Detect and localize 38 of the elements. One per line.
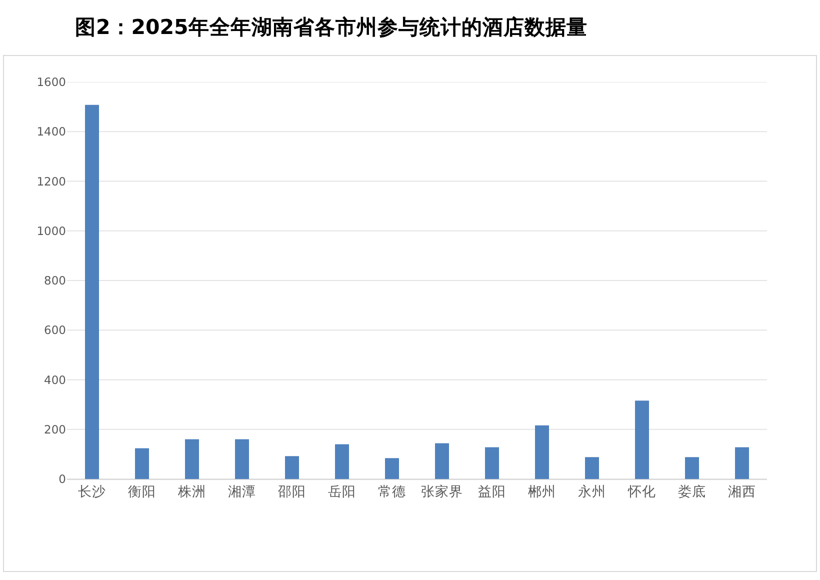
bar (235, 439, 249, 479)
x-tick-label: 娄底 (678, 484, 706, 500)
y-tick-label: 200 (44, 422, 66, 436)
x-tick-label: 湘西 (728, 484, 756, 500)
x-tick-label: 益阳 (478, 484, 506, 500)
bar (185, 439, 199, 479)
bar (735, 447, 749, 479)
x-tick-label: 长沙 (78, 484, 106, 500)
y-tick-label: 1200 (36, 174, 66, 188)
y-tick-label: 0 (58, 472, 66, 486)
bar (135, 448, 149, 479)
bar (635, 400, 649, 479)
bar (285, 456, 299, 479)
x-tick-label: 永州 (578, 484, 606, 500)
bar (435, 443, 449, 479)
chart-title: 图2：2025年全年湖南省各市州参与统计的酒店数据量 (75, 15, 588, 40)
bar (585, 457, 599, 479)
bar (385, 458, 399, 479)
x-tick-label: 衡阳 (128, 484, 156, 500)
bar (535, 425, 549, 479)
x-tick-label: 岳阳 (328, 484, 356, 500)
x-tick-label: 张家界 (421, 484, 463, 500)
x-tick-label: 郴州 (528, 484, 556, 500)
y-tick-label: 1000 (36, 224, 66, 238)
x-tick-label: 湘潭 (228, 484, 256, 500)
x-tick-label: 怀化 (627, 484, 656, 500)
y-tick-label: 800 (44, 274, 66, 288)
x-tick-label: 株洲 (177, 484, 206, 500)
bar (685, 457, 699, 479)
y-tick-label: 400 (44, 372, 66, 387)
y-tick-label: 600 (44, 323, 66, 338)
bar (85, 104, 99, 479)
bar (485, 447, 499, 479)
x-tick-label: 邵阳 (278, 484, 306, 500)
y-tick-label: 1400 (36, 124, 66, 139)
y-tick-label: 1600 (36, 75, 66, 90)
x-tick-label: 常德 (378, 484, 406, 500)
bar (335, 444, 349, 479)
